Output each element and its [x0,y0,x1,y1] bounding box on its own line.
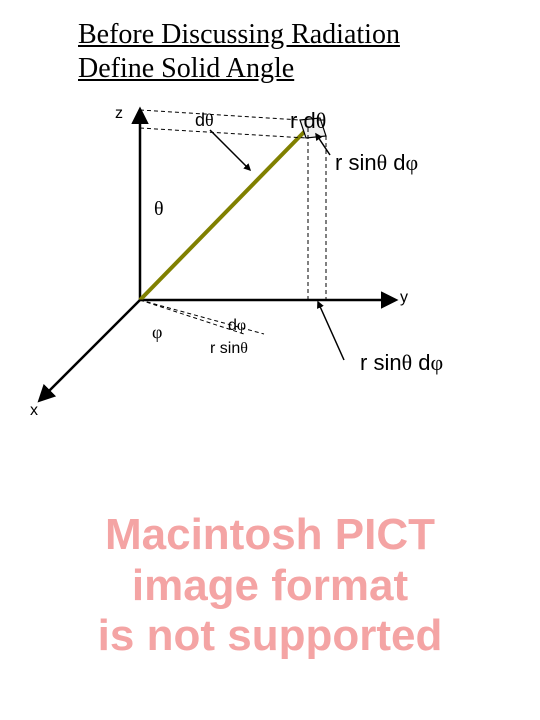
label-phi: φ [152,322,162,343]
error-line-2: image format [132,561,408,610]
label-dphi: dφ [228,317,246,335]
construction-line [140,110,300,120]
construction-line [140,128,306,138]
label-rsin_dphi_1: r sinθ dφ [335,150,418,176]
error-line-3: is not supported [98,611,443,660]
pointer-arrow [318,302,344,360]
z-axis-label: z [115,105,123,122]
label-theta: θ [154,198,164,221]
label-dtheta: dθ [195,110,214,131]
x-axis-label: x [30,402,38,419]
pointer-arrow [210,130,250,170]
error-line-1: Macintosh PICT [105,510,435,559]
r-vector [140,128,308,300]
y-axis-label: y [400,289,408,306]
label-rsin: r sinθ [210,340,248,358]
solid-angle-diagram: z y x [0,0,540,460]
pict-error-message: Macintosh PICT image format is not suppo… [0,510,540,662]
label-r_dtheta: r dθ [290,108,326,134]
x-axis [40,300,140,400]
label-rsin_dphi_2: r sinθ dφ [360,350,443,376]
pointer-arrow [316,134,330,155]
